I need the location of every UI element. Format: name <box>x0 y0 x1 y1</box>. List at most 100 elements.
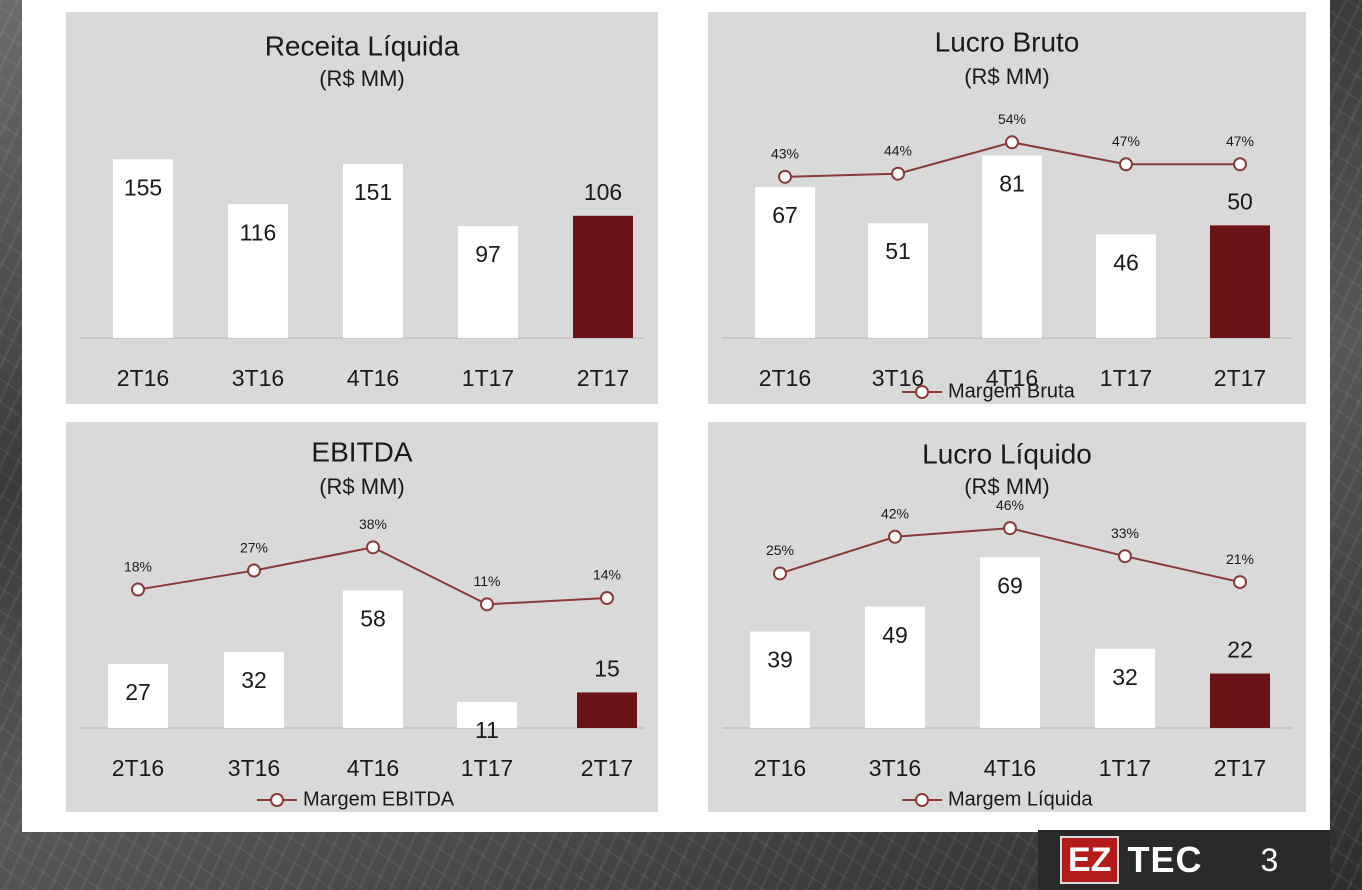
chart-svg: EBITDA (R$ MM) 27 2T16 32 3T16 58 4T16 11 1T17 15 2… <box>80 436 644 810</box>
bar-value-label: 50 <box>1227 188 1253 214</box>
bar-value-label: 58 <box>360 606 386 632</box>
x-tick-label: 2T17 <box>1214 755 1266 781</box>
x-tick-label: 1T17 <box>1099 755 1151 781</box>
legend: Margem EBITDA <box>257 788 455 810</box>
margin-point <box>1118 549 1132 564</box>
margin-point <box>778 169 792 184</box>
bar-value-label: 81 <box>999 171 1025 197</box>
bar-2T17 <box>577 692 637 728</box>
chart-subtitle: (R$ MM) <box>319 66 405 91</box>
x-tick-label: 4T16 <box>347 755 399 781</box>
margin-value-label: 18% <box>124 558 152 574</box>
x-tick-label: 4T16 <box>984 755 1036 781</box>
bar-4T16 <box>980 557 1040 728</box>
margin-point <box>1233 157 1247 172</box>
bar-value-label: 15 <box>594 656 620 682</box>
bar-3T16 <box>868 223 928 338</box>
margin-point <box>600 591 614 605</box>
chart-panel-lucro-liquido: Lucro Líquido (R$ MM) 39 2T16 49 3T16 69 4T16 32… <box>708 422 1306 812</box>
margin-value-label: 27% <box>240 539 268 555</box>
margin-value-label: 43% <box>771 146 799 162</box>
bar-2T17 <box>573 215 633 338</box>
margin-value-label: 42% <box>881 506 909 522</box>
legend-marker-icon <box>270 793 284 807</box>
bar-value-label: 116 <box>240 219 277 245</box>
x-tick-label: 2T17 <box>581 755 633 781</box>
chart-title: EBITDA <box>311 436 412 467</box>
bar-3T16 <box>228 204 288 338</box>
x-tick-label: 3T16 <box>232 365 284 391</box>
bar-value-label: 155 <box>124 174 162 200</box>
bar-1T17 <box>457 701 517 728</box>
margin-value-label: 14% <box>593 567 621 583</box>
bar-1T17 <box>458 226 518 338</box>
legend: Margem Bruta <box>902 380 1076 402</box>
margin-value-label: 47% <box>1112 133 1140 149</box>
legend-label: Margem Bruta <box>948 380 1076 402</box>
chart-svg: Lucro Bruto (R$ MM) 67 2T16 51 3T16 81 4T16 46 1T… <box>722 26 1292 402</box>
x-tick-label: 2T16 <box>754 755 806 781</box>
logo-tec-text: TEC <box>1127 839 1203 880</box>
bar-value-label: 46 <box>1113 249 1139 275</box>
x-tick-label: 3T16 <box>228 755 280 781</box>
bar-value-label: 32 <box>1112 664 1138 690</box>
bar-value-label: 49 <box>882 622 908 648</box>
margin-value-label: 44% <box>884 142 912 158</box>
margin-point <box>1119 157 1133 172</box>
legend-marker-icon <box>915 793 929 807</box>
eztec-logo: EZ TEC 3 <box>1038 830 1330 890</box>
bar-3T16 <box>224 652 284 728</box>
x-tick-label: 1T17 <box>462 365 514 391</box>
chart-subtitle: (R$ MM) <box>964 474 1050 499</box>
chart-panel-receita-liquida: Receita Líquida (R$ MM) 155 2T16 116 3T16 151 4… <box>66 12 658 404</box>
bar-value-label: 32 <box>241 667 267 693</box>
x-tick-label: 2T16 <box>117 365 169 391</box>
margin-point <box>773 566 787 581</box>
margin-point <box>891 166 905 181</box>
margin-value-label: 46% <box>996 497 1024 513</box>
bar-value-label: 22 <box>1227 637 1253 663</box>
margin-value-label: 11% <box>474 573 501 589</box>
bar-4T16 <box>343 163 403 338</box>
chart-subtitle: (R$ MM) <box>319 474 405 499</box>
chart-panel-ebitda: EBITDA (R$ MM) 27 2T16 32 3T16 58 4T16 11 1T17 15 2… <box>66 422 658 812</box>
x-tick-label: 4T16 <box>347 365 399 391</box>
bar-1T17 <box>1096 234 1156 338</box>
bar-value-label: 27 <box>125 679 151 705</box>
bar-value-label: 39 <box>767 647 793 673</box>
margin-value-label: 33% <box>1111 525 1139 541</box>
bar-2T17 <box>1210 225 1270 338</box>
margin-point <box>1233 575 1247 590</box>
logo-ez-mark: EZ <box>1060 836 1120 884</box>
x-tick-label: 2T16 <box>759 365 811 391</box>
margin-point <box>888 529 902 544</box>
chart-panel-lucro-bruto: Lucro Bruto (R$ MM) 67 2T16 51 3T16 81 4T16 46 1T… <box>708 12 1306 404</box>
chart-svg: Receita Líquida (R$ MM) 155 2T16 116 3T16 151 4… <box>80 30 644 391</box>
margin-value-label: 47% <box>1226 133 1254 149</box>
x-tick-label: 4T16 <box>986 365 1038 391</box>
x-tick-label: 2T17 <box>1214 365 1266 391</box>
bar-value-label: 51 <box>885 238 911 264</box>
x-tick-label: 2T17 <box>577 365 629 391</box>
bar-2T16 <box>755 187 815 338</box>
bar-4T16 <box>343 590 403 728</box>
bar-value-label: 69 <box>997 572 1023 598</box>
margin-point <box>366 540 380 555</box>
x-tick-label: 1T17 <box>1100 365 1152 391</box>
chart-title: Receita Líquida <box>265 30 460 61</box>
margin-value-label: 38% <box>359 516 387 532</box>
legend-marker-icon <box>915 385 929 399</box>
bar-2T16 <box>108 663 168 728</box>
bar-value-label: 151 <box>354 179 392 205</box>
margin-point <box>1005 135 1019 150</box>
bar-value-label: 67 <box>772 202 798 228</box>
margin-value-label: 21% <box>1226 551 1254 567</box>
bar-2T16 <box>113 159 173 338</box>
margin-point <box>247 563 261 578</box>
chart-title: Lucro Líquido <box>922 438 1092 469</box>
bar-2T16 <box>750 631 810 728</box>
x-tick-label: 2T16 <box>112 755 164 781</box>
margin-point <box>1003 521 1017 536</box>
chart-svg: Lucro Líquido (R$ MM) 39 2T16 49 3T16 69 4T16 32… <box>722 438 1292 810</box>
legend-label: Margem Líquida <box>948 788 1093 810</box>
